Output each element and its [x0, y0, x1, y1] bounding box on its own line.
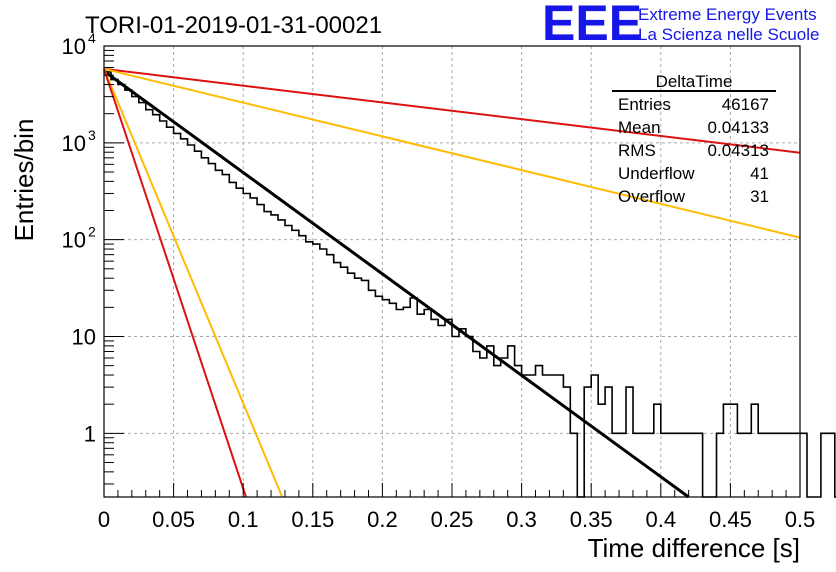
stats-value: 0.04133 — [708, 118, 769, 137]
brand-line1: Extreme Energy Events — [638, 5, 817, 24]
x-tick-label: 0.45 — [709, 507, 752, 532]
tick-labels: 0 0.05 0.1 0.15 0.2 0.25 0.3 0.35 0.4 0.45 0.5 1 10 1… — [62, 30, 816, 532]
fit-line — [103, 67, 801, 239]
x-tick-label: 0.3 — [506, 507, 537, 532]
fit-line — [103, 69, 690, 499]
x-tick-label: 0.5 — [785, 507, 816, 532]
fit-line — [103, 67, 801, 154]
fit-line — [103, 68, 247, 498]
y-tick-label: 10 — [62, 228, 86, 253]
histogram-outline — [104, 71, 836, 498]
stats-value: 0.04313 — [708, 141, 769, 160]
grid-lines — [104, 46, 800, 497]
eee-logo: EEE — [542, 0, 642, 51]
stats-label: Underflow — [618, 164, 695, 183]
y-tick-label: 10 — [62, 34, 86, 59]
x-tick-label: 0.15 — [291, 507, 334, 532]
axis-ticks — [103, 45, 801, 497]
y-tick-label: 10 — [62, 131, 86, 156]
fit-lines — [103, 67, 801, 499]
stats-box: DeltaTime Entries 46167 Mean 0.04133 RMS… — [612, 72, 776, 206]
stats-value: 46167 — [722, 95, 769, 114]
stats-value: 31 — [750, 187, 769, 206]
x-tick-label: 0.25 — [431, 507, 474, 532]
chart-title: TORI-01-2019-01-31-00021 — [85, 12, 382, 39]
y-axis-label: Entries/bin — [9, 119, 39, 242]
y-tick-exponent: 2 — [88, 224, 96, 240]
y-tick-label: 10 — [72, 324, 96, 349]
stats-name: DeltaTime — [656, 72, 733, 91]
x-tick-label: 0.35 — [570, 507, 613, 532]
x-tick-label: 0.2 — [367, 507, 398, 532]
fit-line — [103, 68, 284, 498]
y-tick-exponent: 4 — [88, 30, 96, 46]
stats-label: Entries — [618, 95, 671, 114]
x-axis-label: Time difference [s] — [588, 533, 800, 563]
x-tick-label: 0.4 — [646, 507, 677, 532]
y-tick-label: 1 — [84, 421, 96, 446]
x-tick-label: 0 — [98, 507, 110, 532]
brand-line2: La Scienza nelle Scuole — [638, 25, 819, 44]
stats-label: Mean — [618, 118, 661, 137]
x-tick-label: 0.1 — [228, 507, 259, 532]
stats-value: 41 — [750, 164, 769, 183]
stats-label: RMS — [618, 141, 656, 160]
stats-label: Overflow — [618, 187, 686, 206]
x-tick-label: 0.05 — [152, 507, 195, 532]
y-tick-exponent: 3 — [88, 127, 96, 143]
histogram — [104, 71, 836, 498]
